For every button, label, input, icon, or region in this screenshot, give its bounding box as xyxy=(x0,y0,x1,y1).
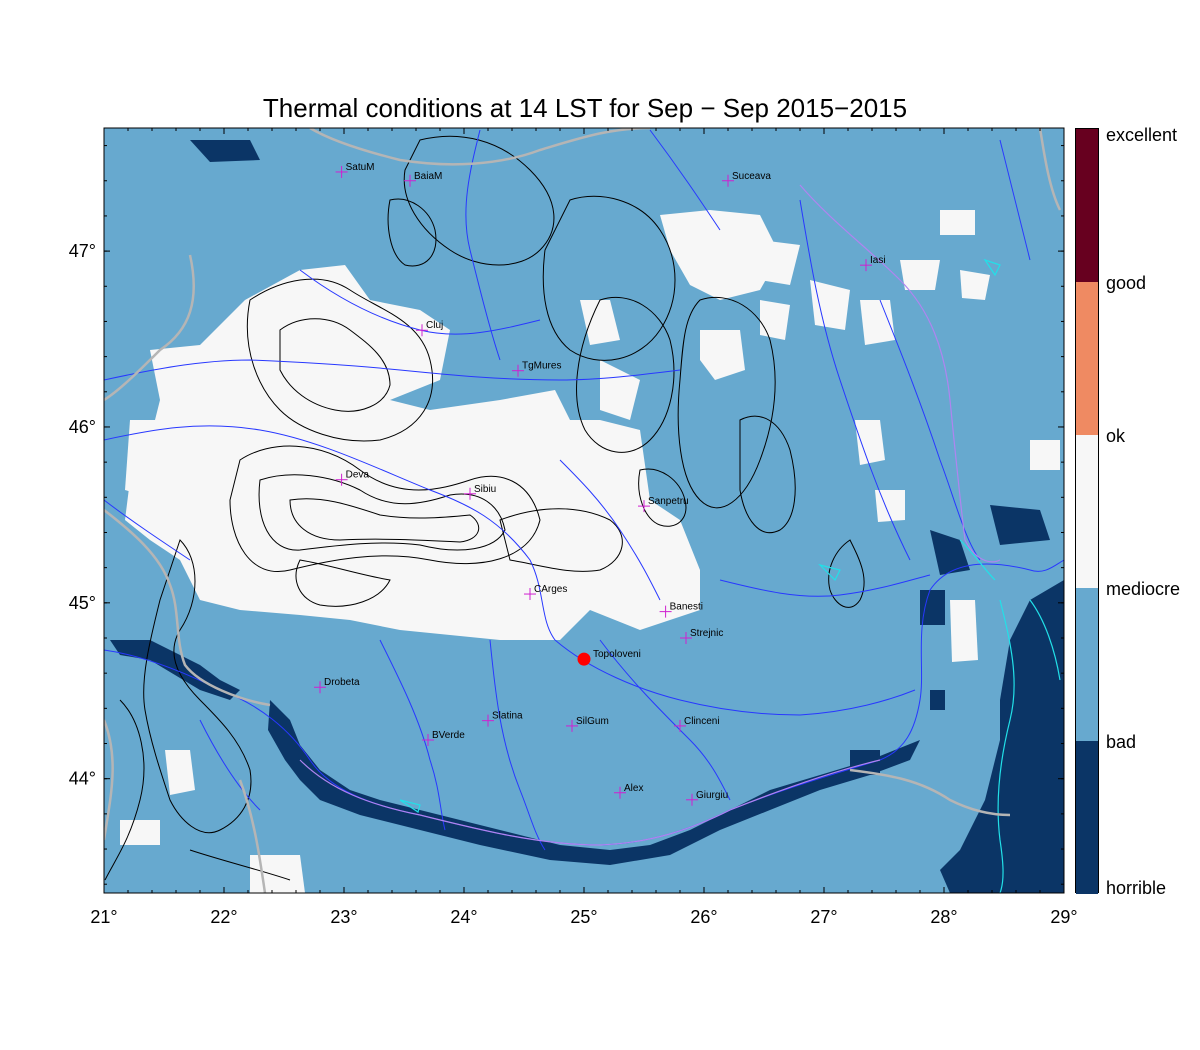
station-alex[interactable]: Alex xyxy=(614,783,643,799)
station-label: TgMures xyxy=(522,361,561,372)
station-label: Alex xyxy=(624,783,643,794)
station-baiam[interactable]: BaiaM xyxy=(404,171,442,187)
station-sanpetru[interactable]: Sanpetru xyxy=(638,496,689,513)
colorbar-label-bad: bad xyxy=(1106,732,1137,752)
station-label: Iasi xyxy=(870,255,886,266)
station-satum[interactable]: SatuM xyxy=(335,162,375,178)
station-clinceni[interactable]: Clinceni xyxy=(674,716,720,732)
x-tick-label: 21° xyxy=(90,907,117,927)
x-tick-label: 24° xyxy=(450,907,477,927)
country-borders xyxy=(104,128,1062,893)
station-bverde[interactable]: BVerde xyxy=(422,730,465,746)
colorbar-horrible xyxy=(1076,741,1098,894)
colorbar-label-excellent: excellent xyxy=(1106,125,1178,145)
border-rivers xyxy=(299,184,1001,846)
station-label: Slatina xyxy=(492,711,523,722)
station-label: Sanpetru xyxy=(648,496,689,507)
x-tick-label: 25° xyxy=(570,907,597,927)
map-title: Thermal conditions at 14 LST for Sep − S… xyxy=(262,93,908,123)
colorbar-label-horrible: horrible xyxy=(1106,878,1167,898)
station-drobeta[interactable]: Drobeta xyxy=(314,677,360,694)
colorbar-label-good: good xyxy=(1106,273,1147,293)
station-suceava[interactable]: Suceava xyxy=(722,171,771,187)
colorbar-ok xyxy=(1076,282,1098,435)
station-label: SilGum xyxy=(576,716,609,727)
colorbar-bad xyxy=(1076,588,1098,741)
station-cluj[interactable]: Cluj xyxy=(416,320,443,337)
colorbar-mediocre xyxy=(1076,435,1098,588)
station-label: CArges xyxy=(534,584,567,595)
station-label: Drobeta xyxy=(324,677,360,688)
x-tick-label: 22° xyxy=(210,907,237,927)
station-label: BaiaM xyxy=(414,171,442,182)
colorbar-good xyxy=(1076,129,1098,282)
x-tick-label: 26° xyxy=(690,907,717,927)
coastline-lakes xyxy=(399,258,1061,893)
mediocre-regions xyxy=(120,210,1060,893)
x-tick-label: 28° xyxy=(930,907,957,927)
station-sibiu[interactable]: Sibiu xyxy=(464,484,496,500)
station-label: BVerde xyxy=(432,730,465,741)
y-tick-label: 47° xyxy=(69,241,96,261)
station-label: Deva xyxy=(346,470,370,481)
axis-ticks: 21° 22° 23° 24° 25° 26° 27° 28° 29° 44° 45° 46° 47° xyxy=(69,128,1078,927)
station-silgum[interactable]: SilGum xyxy=(566,716,609,732)
station-banesti[interactable]: Banesti xyxy=(659,602,703,618)
station-giurgiu[interactable]: Giurgiu xyxy=(686,790,728,806)
y-tick-label: 46° xyxy=(69,417,96,437)
station-label: Strejnic xyxy=(690,628,723,639)
colorbar-label-mediocre: mediocre xyxy=(1106,579,1181,599)
colorbar-label-ok: ok xyxy=(1106,426,1126,446)
station-strejnic[interactable]: Strejnic xyxy=(680,628,723,644)
highlight-station-dot[interactable] xyxy=(577,652,591,666)
station-deva[interactable]: Deva xyxy=(335,470,370,486)
x-tick-label: 27° xyxy=(810,907,837,927)
station-iasi[interactable]: Iasi xyxy=(860,255,886,272)
highlight-station-label: Topoloveni xyxy=(593,649,641,660)
station-carges[interactable]: CArges xyxy=(524,584,567,601)
station-markers: SatuM BaiaM Suceava Iasi Cluj TgMures Deva Sibi… xyxy=(314,162,886,806)
station-label: Giurgiu xyxy=(696,790,728,801)
station-label: SatuM xyxy=(346,162,375,173)
y-tick-label: 45° xyxy=(69,593,96,613)
station-label: Cluj xyxy=(426,320,443,331)
x-tick-label: 23° xyxy=(330,907,357,927)
station-label: Clinceni xyxy=(684,716,720,727)
station-label: Banesti xyxy=(670,602,703,613)
y-tick-label: 44° xyxy=(69,769,96,789)
station-slatina[interactable]: Slatina xyxy=(482,711,523,727)
station-tgmures[interactable]: TgMures xyxy=(512,361,561,377)
x-tick-label: 29° xyxy=(1050,907,1077,927)
station-label: Sibiu xyxy=(474,484,496,495)
station-label: Suceava xyxy=(732,171,771,182)
colorbar xyxy=(1075,128,1099,894)
